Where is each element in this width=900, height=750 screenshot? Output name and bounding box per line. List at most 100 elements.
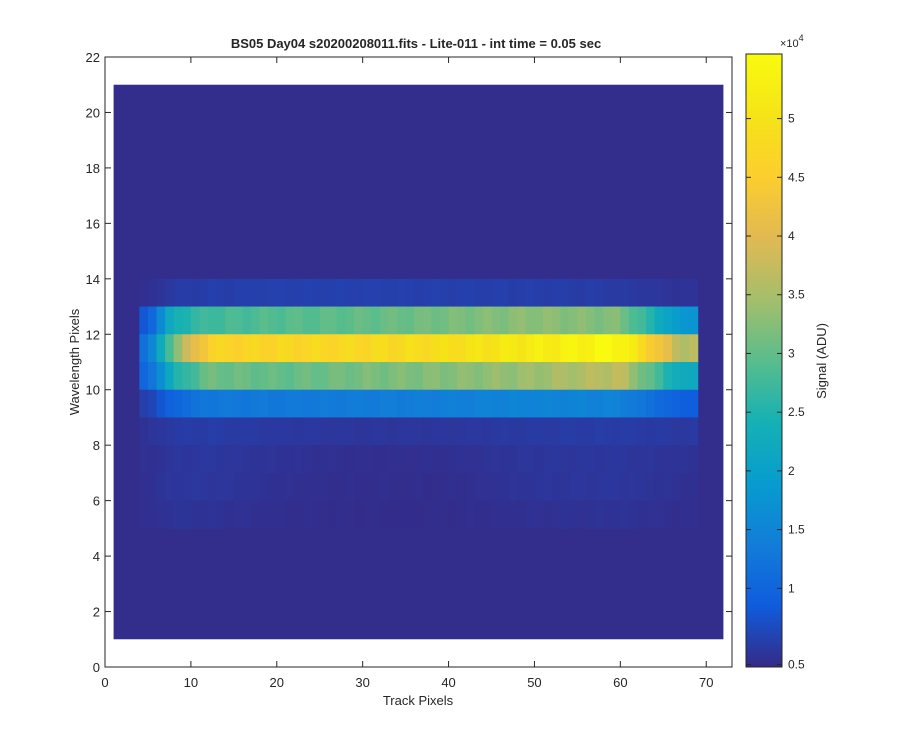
heatmap-cell: [646, 417, 656, 446]
heatmap-cell: [293, 417, 304, 446]
heatmap-cell: [611, 334, 621, 363]
heatmap-cell: [422, 306, 432, 335]
heatmap-cell: [190, 417, 201, 446]
heatmap-cell: [371, 389, 381, 419]
heatmap-cell: [465, 445, 475, 474]
y-tick-label: 2: [93, 605, 100, 620]
heatmap-cell: [268, 306, 278, 335]
heatmap-cell: [345, 389, 355, 419]
heatmap-cell: [199, 417, 209, 446]
heatmap-cell: [336, 500, 347, 529]
heatmap-cell: [482, 389, 493, 419]
heatmap-cell: [405, 278, 415, 308]
heatmap-cell: [165, 417, 175, 446]
heatmap-cell: [371, 278, 381, 308]
heatmap-cell: [216, 417, 226, 446]
heatmap-cell: [517, 306, 527, 335]
heatmap-cell: [637, 500, 647, 529]
heatmap-cell: [362, 306, 372, 335]
heatmap-cell: [491, 362, 501, 391]
x-axis: 0 10 20 30 40 50 60 70: [101, 57, 713, 690]
heatmap-cell: [603, 445, 613, 474]
heatmap-cell: [156, 362, 166, 391]
heatmap-cell: [671, 334, 682, 363]
heatmap-cell: [259, 389, 269, 419]
heatmap-cell: [405, 472, 415, 502]
heatmap-cell: [525, 417, 536, 446]
heatmap-cell: [208, 334, 218, 363]
y-tick-label: 8: [93, 438, 100, 453]
heatmap-cell: [311, 334, 321, 363]
heatmap-cell: [285, 362, 295, 391]
heatmap-cell: [457, 472, 467, 502]
heatmap-cell: [431, 362, 441, 391]
heatmap-cell: [620, 500, 630, 529]
heatmap-cell: [139, 306, 149, 335]
heatmap-cell: [474, 472, 484, 502]
heatmap-cell: [671, 306, 682, 335]
heatmap-cell: [663, 334, 673, 363]
heatmap-cell: [268, 334, 278, 363]
heatmap-cell: [302, 306, 312, 335]
heatmap-cell: [259, 500, 269, 529]
x-tick-label: 50: [527, 675, 541, 690]
heatmap-cell: [328, 445, 338, 474]
heatmap-cell: [345, 472, 355, 502]
heatmap-cell: [156, 500, 166, 529]
heatmap-cell: [534, 472, 544, 502]
heatmap-cell: [517, 362, 527, 391]
heatmap-cell: [293, 389, 304, 419]
heatmap-cell: [225, 334, 235, 363]
heatmap-cell: [508, 306, 518, 335]
heatmap-cell: [654, 362, 664, 391]
heatmap-cell: [465, 278, 475, 308]
heatmap-cell: [628, 334, 639, 363]
colorbar-tick-label: 1: [788, 581, 795, 595]
heatmap-cell: [585, 278, 596, 308]
heatmap-cell: [147, 472, 158, 502]
heatmap-cell: [611, 445, 621, 474]
heatmap-cell: [439, 306, 450, 335]
heatmap-cell: [259, 362, 269, 391]
heatmap-cell: [457, 334, 467, 363]
heatmap-cell: [354, 306, 364, 335]
heatmap-cell: [560, 362, 570, 391]
heatmap-cell: [543, 445, 553, 474]
heatmap-cell: [663, 362, 673, 391]
heatmap-cell: [293, 306, 304, 335]
x-axis-label: Track Pixels: [383, 693, 454, 708]
heatmap-cell: [628, 362, 639, 391]
heatmap-cell: [628, 389, 639, 419]
heatmap-cell: [671, 417, 682, 446]
heatmap-cell: [671, 389, 682, 419]
heatmap-cell: [259, 334, 269, 363]
heatmap-cell: [534, 417, 544, 446]
heatmap-cell: [388, 445, 398, 474]
heatmap-cell: [165, 445, 175, 474]
heatmap-cell: [354, 445, 364, 474]
heatmap-cell: [517, 278, 527, 308]
heatmap-cell: [680, 334, 690, 363]
heatmap-cell: [637, 445, 647, 474]
heatmap-cell: [276, 472, 286, 502]
heatmap-cell: [603, 500, 613, 529]
heatmap-cell: [465, 306, 475, 335]
heatmap-cell: [551, 306, 561, 335]
heatmap-cell: [594, 417, 604, 446]
heatmap-cell: [379, 389, 390, 419]
heatmap-cell: [199, 472, 209, 502]
heatmap-cell: [431, 445, 441, 474]
heatmap-cell: [543, 306, 553, 335]
heatmap-cell: [388, 472, 398, 502]
heatmap-cell: [577, 417, 587, 446]
heatmap-cell: [182, 389, 192, 419]
heatmap-cell: [500, 417, 510, 446]
heatmap-cell: [611, 472, 621, 502]
heatmap-cell: [482, 500, 493, 529]
heatmap-cell: [620, 417, 630, 446]
colorbar-tick-label: 3.5: [788, 288, 805, 302]
heatmap-cell: [379, 278, 390, 308]
heatmap-cell: [525, 389, 536, 419]
heatmap-cell: [637, 362, 647, 391]
